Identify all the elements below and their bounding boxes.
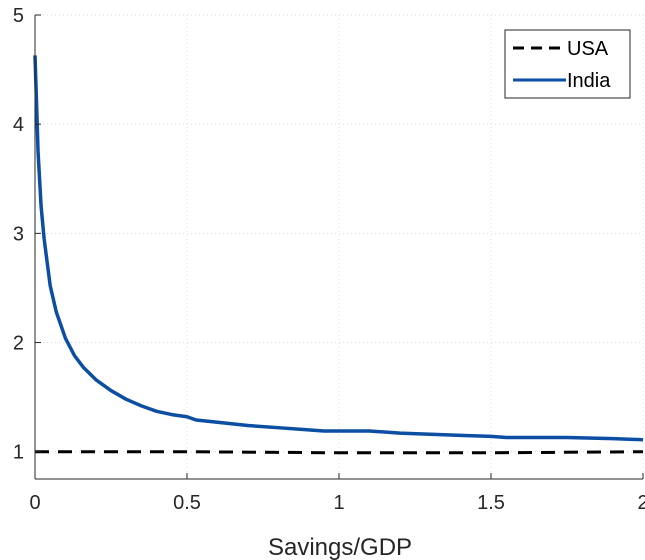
x-axis-label: Savings/GDP <box>268 534 412 560</box>
tick-labels: 0 0.5 1 1.5 2 1 2 3 4 5 <box>13 5 645 514</box>
series-line-usa <box>35 450 644 455</box>
legend-box <box>504 29 631 99</box>
series-line-india <box>33 55 644 442</box>
y-tick-label-2: 3 <box>13 223 24 245</box>
y-tick-label-0: 1 <box>13 442 24 464</box>
x-tick-label-0: 0 <box>29 492 40 514</box>
plot-lines <box>33 55 644 455</box>
legend-label-india: India <box>567 70 611 92</box>
x-tick-label-2: 1 <box>333 492 344 514</box>
legend: USA India <box>504 29 631 99</box>
y-tick-label-3: 4 <box>13 114 24 136</box>
y-tick-label-4: 5 <box>13 5 24 27</box>
legend-label-usa: USA <box>567 38 609 60</box>
x-tick-label-4: 2 <box>637 492 645 514</box>
y-tick-label-1: 2 <box>13 333 24 355</box>
x-tick-label-3: 1.5 <box>477 492 505 514</box>
x-tick-label-1: 0.5 <box>173 492 201 514</box>
axes <box>34 14 644 480</box>
